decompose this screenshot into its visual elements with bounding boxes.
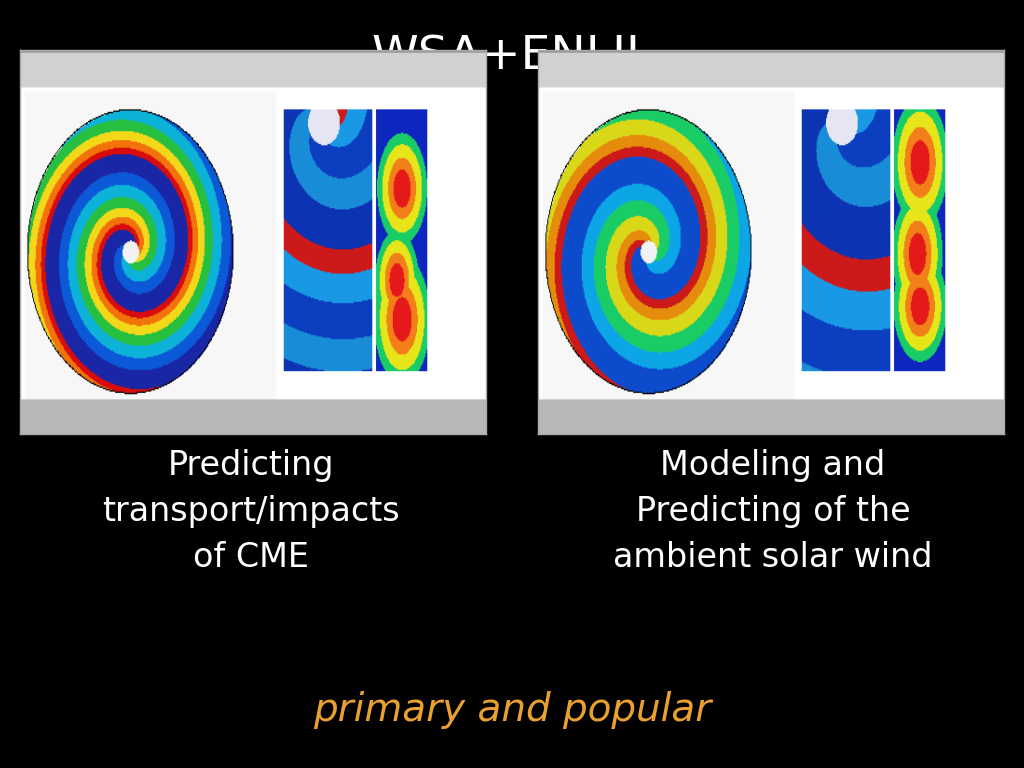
- Text: Modeling and
Predicting of the
ambient solar wind: Modeling and Predicting of the ambient s…: [613, 449, 933, 574]
- Text: Predicting
transport/impacts
of CME: Predicting transport/impacts of CME: [102, 449, 399, 574]
- Text: primary and popular: primary and popular: [313, 691, 711, 730]
- Text: WSA+ENLIL: WSA+ENLIL: [372, 35, 652, 80]
